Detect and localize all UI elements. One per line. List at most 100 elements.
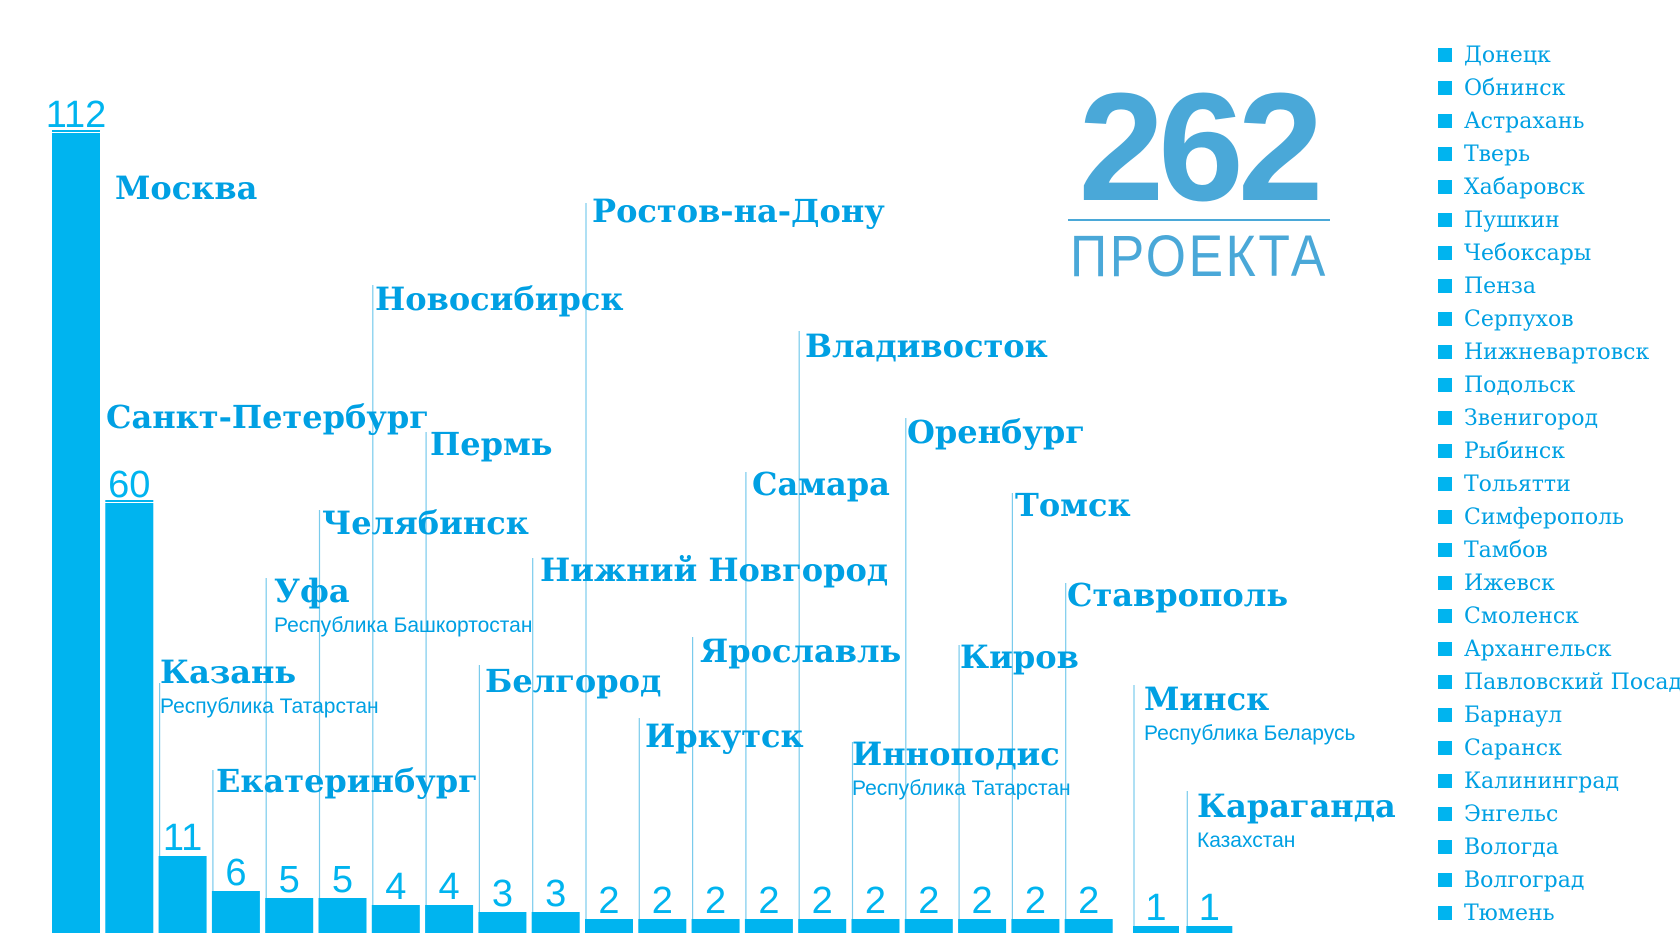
legend-swatch-10 [1438, 345, 1452, 359]
legend-swatch-11 [1438, 378, 1452, 392]
city-label-16: Инноподис [852, 735, 1060, 773]
leader-lines [159, 203, 1188, 926]
legend-swatch-27 [1438, 906, 1452, 920]
legend-item-8: Пенза [1464, 274, 1536, 299]
legend-item-12: Звенигород [1464, 406, 1598, 431]
city-label-10: Нижний Новгород [540, 551, 888, 589]
bar-19 [1011, 919, 1060, 933]
legend-swatch-17 [1438, 576, 1452, 590]
legend-item-5: Хабаровск [1464, 175, 1585, 200]
bar-10 [531, 912, 580, 933]
city-subtitle-22: Казахстан [1197, 829, 1295, 852]
bar-15 [798, 919, 847, 933]
legend-swatch-8 [1438, 279, 1452, 293]
legend-swatch-15 [1438, 510, 1452, 524]
bar-8 [425, 905, 474, 933]
legend-item-3: Астрахань [1464, 109, 1585, 134]
bar-14 [744, 919, 793, 933]
legend-item-15: Симферополь [1464, 505, 1624, 530]
legend-swatch-23 [1438, 774, 1452, 788]
city-subtitle-21: Республика Беларусь [1144, 722, 1356, 745]
legend-swatch-25 [1438, 840, 1452, 854]
city-label-22: Караганда [1197, 787, 1396, 825]
value-label-14: 2 [758, 880, 779, 922]
city-label-3: Казань [160, 653, 296, 691]
city-labels: Москва Санкт-Петербург Казань Республика Та… [106, 169, 1396, 852]
legend-item-17: Ижевск [1464, 571, 1555, 596]
value-label-13: 2 [705, 880, 726, 922]
city-label-14: Самара [752, 465, 890, 503]
legend-swatch-19 [1438, 642, 1452, 656]
bar-20 [1064, 919, 1113, 933]
city-subtitle-5: Республика Башкортостан [274, 614, 532, 637]
value-label-18: 2 [972, 880, 993, 922]
bar-1 [52, 133, 100, 933]
legend-item-16: Тамбов [1464, 538, 1548, 563]
legend-swatch-4 [1438, 147, 1452, 161]
bar-11 [585, 919, 633, 933]
city-label-6: Челябинск [322, 504, 529, 542]
value-label-5: 5 [279, 859, 300, 901]
value-label-8: 4 [439, 866, 460, 908]
legend-swatch-26 [1438, 873, 1452, 887]
city-label-8: Пермь [430, 425, 552, 463]
legend-swatch-13 [1438, 444, 1452, 458]
city-label-21: Минск [1144, 680, 1269, 718]
legend-item-27: Тюмень [1464, 901, 1555, 926]
bar-3 [158, 856, 207, 933]
legend-swatch-22 [1438, 741, 1452, 755]
city-label-18: Киров [960, 638, 1079, 676]
total-block: 262 ПРОЕКТА [1068, 61, 1330, 289]
bar-4 [211, 891, 260, 933]
legend-item-11: Подольск [1464, 373, 1575, 398]
legend-item-1: Донецк [1464, 43, 1551, 68]
legend-swatch-7 [1438, 246, 1452, 260]
value-label-3: 11 [163, 817, 202, 859]
bar-7 [371, 905, 420, 933]
bar-5 [265, 898, 314, 933]
legend-swatch-20 [1438, 675, 1452, 689]
bar-16 [851, 919, 900, 933]
legend-swatch-21 [1438, 708, 1452, 722]
legend-swatch-1 [1438, 48, 1452, 62]
value-label-16: 2 [865, 880, 886, 922]
total-label: ПРОЕКТА [1070, 224, 1328, 289]
value-label-9: 3 [492, 873, 513, 915]
city-subtitle-16: Республика Татарстан [852, 777, 1071, 800]
legend-swatch-2 [1438, 81, 1452, 95]
legend-swatch-5 [1438, 180, 1452, 194]
value-label-20: 2 [1078, 880, 1099, 922]
legend-swatch-16 [1438, 543, 1452, 557]
value-label-11: 2 [598, 880, 619, 922]
value-label-17: 2 [918, 880, 939, 922]
legend-item-22: Саранск [1464, 736, 1562, 761]
legend: Донецк Обнинск Астрахань Тверь Хабаровск Пушк… [1438, 43, 1680, 926]
value-label-12: 2 [652, 880, 673, 922]
city-label-12: Иркутск [645, 717, 804, 755]
bar-2 [105, 503, 154, 933]
legend-swatch-18 [1438, 609, 1452, 623]
legend-swatch-12 [1438, 411, 1452, 425]
city-label-4: Екатеринбург [216, 762, 478, 800]
bar-12 [638, 919, 687, 933]
legend-item-6: Пушкин [1464, 208, 1560, 233]
legend-item-19: Архангельск [1464, 637, 1612, 662]
bar-6 [318, 898, 367, 933]
legend-item-25: Вологда [1464, 835, 1559, 860]
bar-13 [691, 919, 740, 933]
legend-item-24: Энгельс [1464, 802, 1558, 827]
value-label-1: 112 [46, 94, 107, 136]
city-label-7: Новосибирск [375, 280, 623, 318]
city-label-17: Оренбург [907, 413, 1085, 451]
legend-swatch-6 [1438, 213, 1452, 227]
bar-9 [478, 912, 527, 933]
total-number: 262 [1079, 61, 1318, 233]
legend-swatch-24 [1438, 807, 1452, 821]
legend-item-26: Волгоград [1464, 868, 1584, 893]
city-label-20: Ставрополь [1067, 576, 1288, 614]
legend-item-9: Серпухов [1464, 307, 1574, 332]
city-label-5: Уфа [274, 572, 350, 610]
legend-item-20: Павловский Посад [1464, 670, 1680, 695]
